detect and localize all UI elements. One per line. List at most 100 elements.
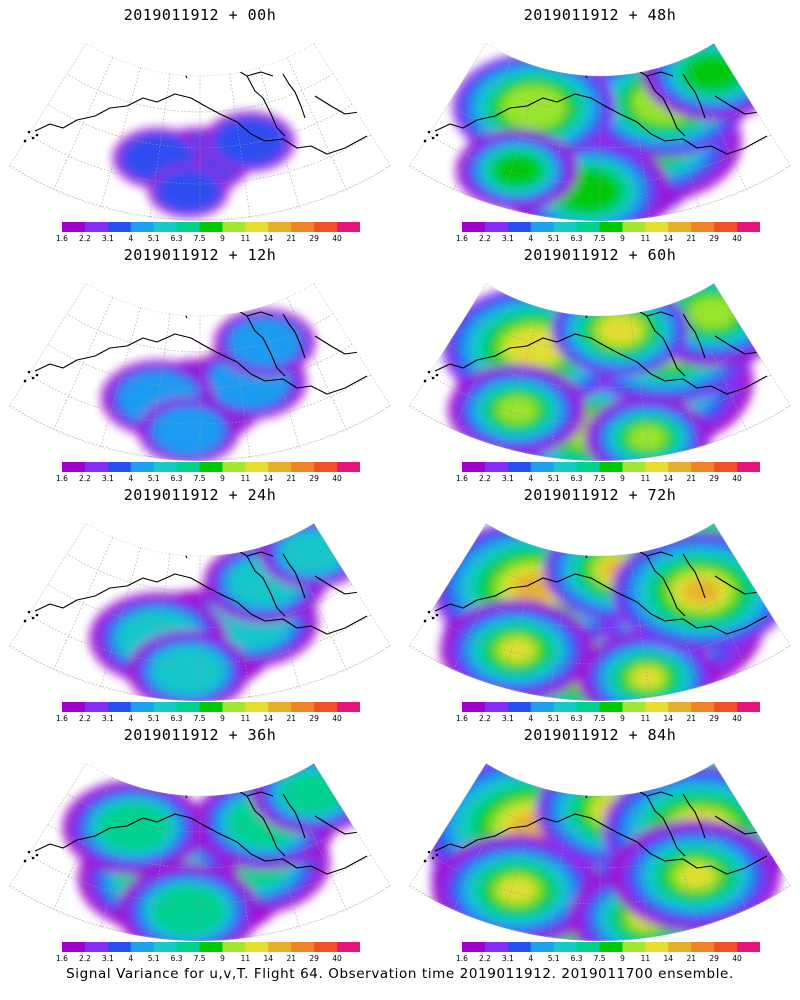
colorbar-swatch: [62, 702, 86, 712]
colorbar-swatch: [668, 462, 692, 472]
colorbar-swatch: [337, 942, 360, 952]
colorbar-tick-label: 7.5: [193, 234, 206, 243]
colorbar-tick-label: 9: [620, 954, 625, 963]
colorbar-tick-label: 29: [709, 474, 719, 483]
map-border: [8, 762, 392, 942]
panel-title: 2019011912 + 12h: [123, 246, 277, 264]
colorbar-tick-label: 3.1: [101, 234, 114, 243]
colorbar-tick-label: 9: [220, 714, 225, 723]
colorbar-swatch: [291, 222, 315, 232]
colorbar-swatch: [599, 462, 623, 472]
colorbar-tick-label: 1.6: [456, 954, 468, 963]
forecast-panel: 2019011912 + 72h 1.6 2.2 3.1 4 5.1 6.3 7.5 9 11 14…: [400, 480, 800, 723]
colorbar-tick-label: 3.1: [101, 474, 114, 483]
colorbar-tick-label: 40: [732, 234, 742, 243]
colorbar-labels: 1.6 2.2 3.1 4 5.1 6.3 7.5 9 11 14 21 29 40: [56, 234, 360, 244]
variance-field: [409, 283, 791, 462]
variance-contour: [501, 639, 533, 661]
colorbar-tick-label: 40: [332, 474, 342, 483]
colorbar-swatch: [337, 222, 360, 232]
panel-title: 2019011912 + 48h: [523, 6, 677, 24]
colorbar: [62, 702, 360, 712]
variance-map: [8, 42, 392, 222]
colorbar-swatch: [507, 222, 532, 232]
colorbar-tick-label: 7.5: [593, 234, 606, 243]
panel-title: 2019011912 + 84h: [523, 726, 677, 744]
colorbar-swatch: [107, 222, 132, 232]
colorbar-swatch: [222, 702, 246, 712]
colorbar-swatch: [462, 942, 486, 952]
graticule: [9, 523, 391, 701]
coastline: [434, 300, 772, 395]
colorbar-tick-label: 5.1: [547, 474, 560, 483]
variance-contour: [506, 328, 562, 366]
colorbar-swatch: [737, 702, 760, 712]
colorbar-tick-label: 7.5: [593, 714, 606, 723]
colorbar-swatch: [199, 222, 223, 232]
map-border: [408, 522, 792, 702]
colorbar-swatch: [107, 942, 132, 952]
colorbar-swatch: [153, 942, 178, 952]
colorbar: [462, 462, 760, 472]
forecast-panel: 2019011912 + 00h 1.6 2.2 3.1 4 5.1 6.3 7.5 9 11 14…: [0, 0, 400, 243]
colorbar-swatch: [245, 222, 269, 232]
colorbar-swatch: [507, 702, 532, 712]
islands: [423, 610, 439, 623]
variance-contour: [153, 407, 224, 455]
colorbar-swatch: [62, 222, 86, 232]
graticule: [9, 763, 391, 941]
colorbar-swatch: [245, 942, 269, 952]
colorbar-labels: 1.6 2.2 3.1 4 5.1 6.3 7.5 9 11 14 21 29 40: [456, 474, 760, 484]
colorbar: [462, 222, 760, 232]
colorbar-tick-label: 14: [263, 234, 274, 243]
graticule: [409, 283, 791, 461]
colorbar-tick-label: 9: [220, 234, 225, 243]
panel-title: 2019011912 + 60h: [523, 246, 677, 264]
colorbar-tick-label: 40: [332, 714, 342, 723]
variance-contour: [628, 425, 667, 451]
colorbar-tick-label: 3.1: [101, 954, 114, 963]
variance-contour: [513, 573, 555, 601]
colorbar-swatch: [484, 942, 509, 952]
variance-map: [408, 42, 792, 222]
colorbar-swatch: [130, 702, 155, 712]
variance-contour: [213, 117, 286, 166]
forecast-panel: 2019011912 + 24h 1.6 2.2 3.1 4 5.1 6.3 7.5 9 11 14…: [0, 480, 400, 723]
colorbar-swatch: [268, 222, 292, 232]
colorbar-tick-label: 1.6: [456, 474, 468, 483]
colorbar-tick-label: 11: [640, 474, 651, 483]
colorbar-tick-label: 11: [240, 714, 251, 723]
islands: [23, 370, 39, 383]
colorbar-swatch: [153, 462, 178, 472]
colorbar-tick-label: 9: [220, 954, 225, 963]
colorbar-tick-label: 14: [263, 714, 274, 723]
colorbar-tick-label: 11: [640, 234, 651, 243]
colorbar-swatch: [314, 462, 338, 472]
colorbar-tick-label: 9: [620, 234, 625, 243]
colorbar-swatch: [462, 702, 486, 712]
colorbar-swatch: [107, 462, 132, 472]
colorbar-swatch: [222, 222, 246, 232]
colorbar-tick-label: 7.5: [193, 474, 206, 483]
colorbar-tick-label: 9: [220, 474, 225, 483]
variance-map: [8, 762, 392, 942]
colorbar-tick-label: 29: [709, 714, 719, 723]
colorbar-swatch: [737, 462, 760, 472]
colorbar: [62, 462, 360, 472]
colorbar-swatch: [599, 942, 623, 952]
colorbar-tick-label: 40: [732, 714, 742, 723]
colorbar-swatch: [668, 702, 692, 712]
colorbar-tick-label: 1.6: [456, 714, 468, 723]
colorbar-tick-label: 21: [686, 954, 696, 963]
colorbar-tick-label: 6.3: [570, 474, 583, 483]
colorbar-swatch: [176, 462, 201, 472]
colorbar-tick-label: 5.1: [547, 954, 560, 963]
variance-field: [409, 43, 791, 222]
variance-contour: [599, 316, 641, 344]
colorbar-swatch: [84, 942, 109, 952]
colorbar-tick-label: 29: [309, 954, 319, 963]
variance-map: [408, 282, 792, 462]
colorbar-swatch: [553, 222, 578, 232]
colorbar-tick-label: 3.1: [501, 954, 514, 963]
colorbar-tick-label: 14: [663, 714, 674, 723]
